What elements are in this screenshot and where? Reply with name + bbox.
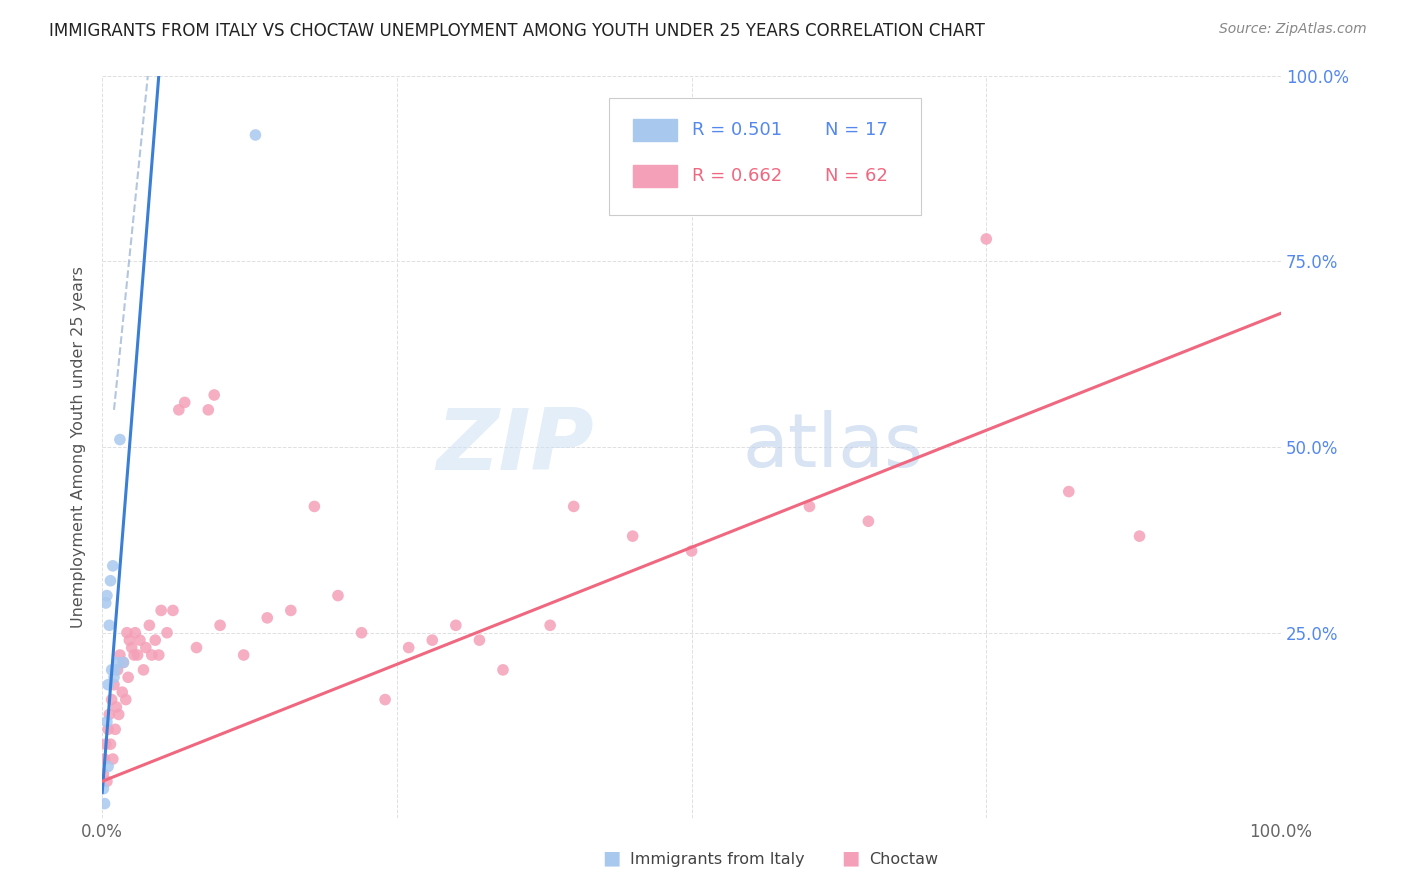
Point [96, 589, 118, 603]
Point [98, 707, 121, 722]
Text: ZIP: ZIP [436, 406, 593, 489]
Point [129, 633, 152, 648]
Point [93, 767, 115, 781]
Point [105, 700, 128, 714]
Point [96, 774, 118, 789]
Point [117, 670, 139, 684]
Point [202, 388, 225, 402]
Point [104, 723, 127, 737]
Point [97, 678, 120, 692]
Point [114, 692, 136, 706]
Point [118, 633, 141, 648]
Point [101, 752, 124, 766]
Point [103, 670, 125, 684]
Point [100, 692, 122, 706]
Text: R = 0.501: R = 0.501 [692, 120, 782, 139]
Point [100, 737, 122, 751]
Point [245, 128, 267, 142]
Point [93, 797, 115, 811]
Point [538, 618, 561, 632]
Point [256, 611, 278, 625]
Point [156, 625, 179, 640]
Point [492, 663, 515, 677]
Point [107, 656, 129, 670]
Point [104, 663, 127, 677]
Point [186, 640, 208, 655]
Point [98, 618, 121, 632]
Point [420, 633, 443, 648]
Point [101, 558, 124, 573]
Point [132, 663, 155, 677]
Point [111, 685, 134, 699]
Point [468, 633, 491, 648]
Text: ■: ■ [602, 848, 621, 867]
Text: R = 0.662: R = 0.662 [692, 167, 782, 185]
Text: atlas: atlas [742, 410, 924, 483]
Point [350, 625, 373, 640]
Bar [633, 119, 678, 141]
FancyBboxPatch shape [609, 98, 921, 215]
Point [304, 500, 326, 514]
Text: IMMIGRANTS FROM ITALY VS CHOCTAW UNEMPLOYMENT AMONG YOUTH UNDER 25 YEARS CORRELA: IMMIGRANTS FROM ITALY VS CHOCTAW UNEMPLO… [49, 22, 986, 40]
Y-axis label: Unemployment Among Youth under 25 years: Unemployment Among Youth under 25 years [72, 266, 86, 628]
Point [280, 603, 302, 617]
Text: N = 62: N = 62 [825, 167, 887, 185]
Point [94, 737, 117, 751]
Bar [633, 165, 678, 187]
Point [167, 402, 190, 417]
Point [209, 618, 232, 632]
Point [96, 714, 118, 729]
Point [112, 656, 135, 670]
Point [974, 232, 997, 246]
Point [103, 678, 125, 692]
Point [93, 781, 115, 796]
Text: ■: ■ [841, 848, 860, 867]
Point [97, 723, 120, 737]
Point [108, 433, 131, 447]
Text: Source: ZipAtlas.com: Source: ZipAtlas.com [1219, 22, 1367, 37]
Point [197, 402, 219, 417]
Point [97, 759, 120, 773]
Point [150, 603, 173, 617]
Point [143, 633, 166, 648]
Text: N = 17: N = 17 [825, 120, 887, 139]
Point [135, 640, 157, 655]
Point [138, 618, 160, 632]
Point [148, 648, 170, 662]
Point [141, 648, 163, 662]
Point [326, 589, 349, 603]
Point [1128, 529, 1150, 543]
Point [621, 529, 644, 543]
Point [562, 500, 585, 514]
Point [93, 752, 115, 766]
Point [374, 692, 396, 706]
Point [1057, 484, 1080, 499]
Point [681, 544, 703, 558]
Point [398, 640, 420, 655]
Point [124, 625, 146, 640]
Point [127, 648, 149, 662]
Text: Immigrants from Italy: Immigrants from Italy [630, 852, 804, 867]
Point [173, 395, 195, 409]
Point [100, 663, 122, 677]
Point [107, 663, 129, 677]
Point [100, 574, 122, 588]
Point [858, 514, 880, 528]
Point [107, 707, 129, 722]
Point [112, 656, 135, 670]
Point [115, 625, 138, 640]
Point [108, 648, 131, 662]
Point [122, 648, 145, 662]
Point [799, 500, 821, 514]
Point [162, 603, 184, 617]
Text: Choctaw: Choctaw [869, 852, 938, 867]
Point [121, 640, 143, 655]
Point [444, 618, 467, 632]
Point [94, 596, 117, 610]
Point [232, 648, 254, 662]
